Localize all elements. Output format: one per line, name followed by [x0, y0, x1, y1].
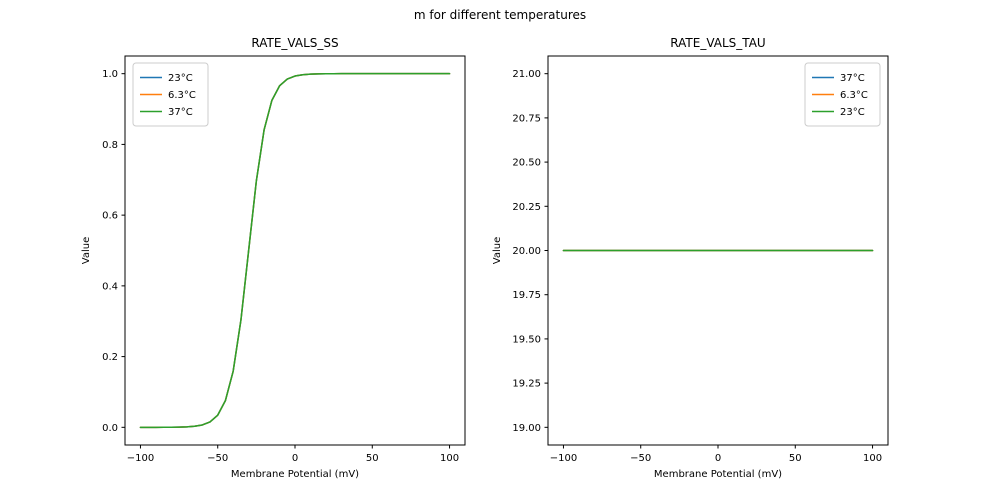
- x-tick-label: 100: [440, 453, 459, 464]
- y-tick-label: 0.0: [102, 423, 118, 434]
- y-tick-label: 19.50: [512, 334, 541, 345]
- y-axis: 19.00 19.25 19.50 19.75 20.00 20.25 20.50 20.75…: [512, 69, 548, 434]
- series-line-37°C: [139, 72, 451, 429]
- y-axis: 0.0 0.2 0.4 0.6 0.8 1.0: [102, 69, 125, 434]
- y-tick-label: 20.00: [512, 246, 541, 257]
- y-axis-label: Value: [81, 237, 92, 264]
- subplot-title: RATE_VALS_SS: [251, 36, 338, 50]
- y-tick-label: 0.2: [102, 352, 118, 363]
- legend-label: 23°C: [168, 73, 193, 84]
- legend-label: 37°C: [168, 107, 193, 118]
- y-tick-label: 19.25: [512, 379, 541, 390]
- x-axis-label: Membrane Potential (mV): [231, 469, 359, 480]
- legend-label: 6.3°C: [168, 90, 196, 101]
- legend-box: [132, 62, 209, 127]
- x-axis: −100 −50 0 50 100: [550, 445, 882, 464]
- legend-label: 23°C: [840, 107, 865, 118]
- legend: 37°C 6.3°C 23°C: [804, 62, 881, 127]
- x-axis-label: Membrane Potential (mV): [654, 469, 782, 480]
- x-tick-label: −100: [550, 453, 577, 464]
- series-line-23°C: [139, 72, 451, 429]
- subplot-title: RATE_VALS_TAU: [670, 36, 765, 50]
- y-tick-label: 19.75: [512, 290, 541, 301]
- legend-label: 37°C: [840, 73, 865, 84]
- series-group: [139, 72, 451, 429]
- x-tick-label: −50: [207, 453, 228, 464]
- legend-box: [804, 62, 881, 127]
- series-line-6.3°C: [139, 72, 451, 429]
- legend: 23°C 6.3°C 37°C: [132, 62, 209, 127]
- y-tick-label: 19.00: [512, 423, 541, 434]
- y-tick-label: 20.25: [512, 202, 541, 213]
- figure-suptitle: m for different temperatures: [413, 8, 587, 22]
- x-tick-label: −100: [127, 453, 154, 464]
- y-tick-label: 0.4: [102, 281, 118, 292]
- y-tick-label: 1.0: [102, 69, 118, 80]
- legend-label: 6.3°C: [840, 90, 868, 101]
- x-tick-label: 0: [715, 453, 721, 464]
- y-axis-label: Value: [492, 237, 503, 264]
- y-tick-label: 20.75: [512, 113, 541, 124]
- y-tick-label: 0.8: [102, 140, 118, 151]
- x-axis: −100 −50 0 50 100: [127, 445, 459, 464]
- subplot-tau: RATE_VALS_TAU −100 −50 0 50 100 19.00 19.25 19.5…: [492, 36, 889, 480]
- y-tick-label: 0.6: [102, 211, 118, 222]
- x-tick-label: 50: [366, 453, 379, 464]
- x-tick-label: 100: [863, 453, 882, 464]
- x-tick-label: 50: [789, 453, 802, 464]
- x-tick-label: 0: [292, 453, 298, 464]
- y-tick-label: 21.00: [512, 69, 541, 80]
- subplot-ss: RATE_VALS_SS −100 −50 0 50 100 0.0 0.2 0.4 0.6 0.8…: [81, 36, 466, 480]
- y-tick-label: 20.50: [512, 158, 541, 169]
- x-tick-label: −50: [630, 453, 651, 464]
